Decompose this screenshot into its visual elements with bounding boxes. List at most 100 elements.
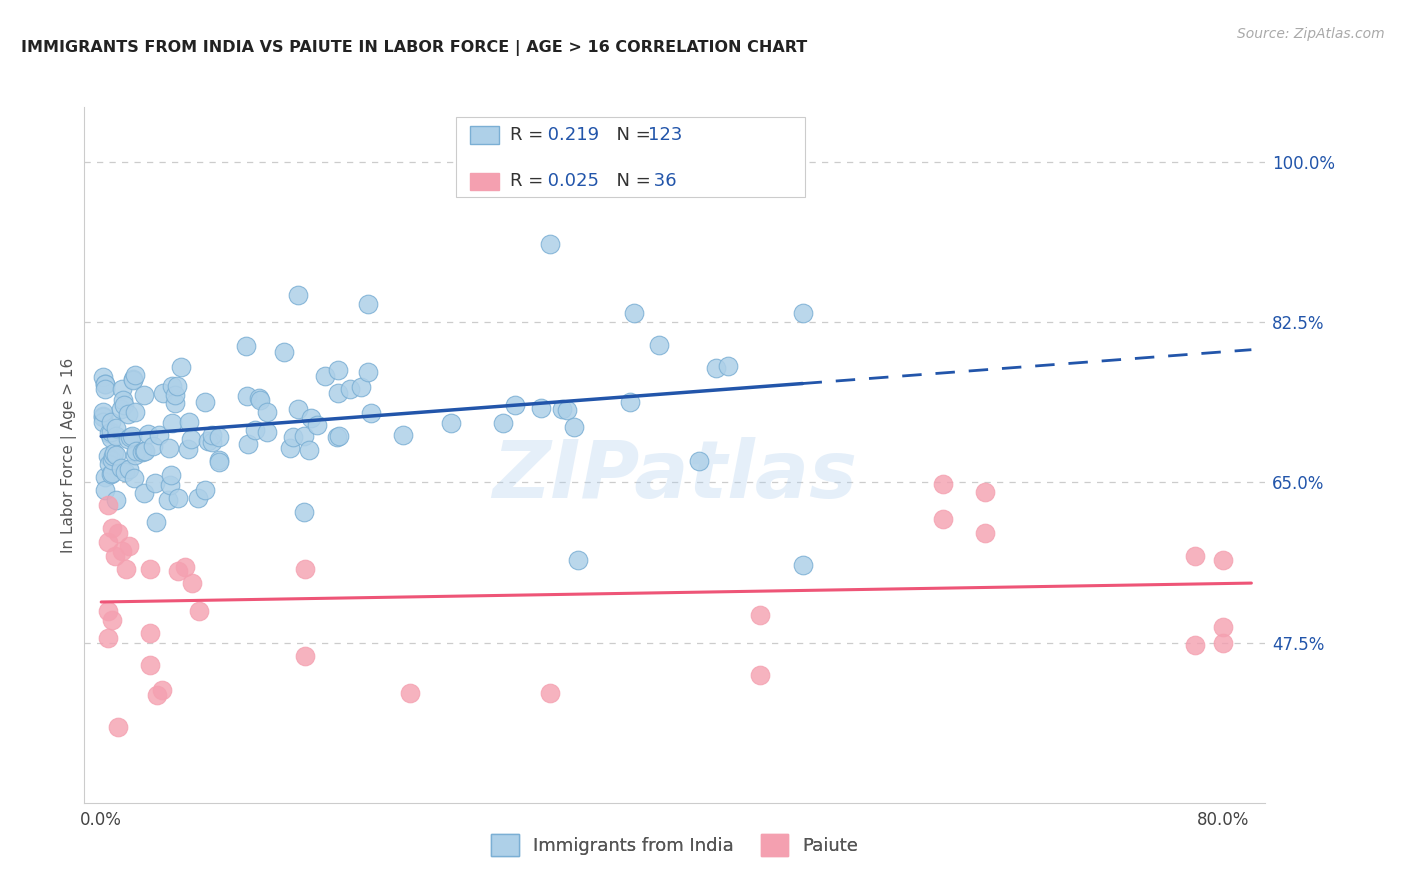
Point — [100, 431, 122, 445]
Point — [294, 562, 316, 576]
Point — [152, 385, 174, 400]
Point — [91, 405, 114, 419]
Point — [932, 477, 955, 491]
Point — [100, 425, 122, 439]
Point — [326, 430, 349, 444]
Point — [1212, 620, 1234, 634]
Point — [530, 401, 553, 416]
Point — [118, 540, 141, 554]
Point — [287, 402, 309, 417]
Point — [298, 442, 321, 457]
Point — [159, 468, 181, 483]
Point — [162, 417, 184, 431]
Point — [124, 368, 146, 382]
Point — [294, 429, 316, 443]
Point — [619, 395, 641, 409]
Text: R =: R = — [510, 172, 548, 190]
Point — [973, 525, 995, 540]
Point — [350, 380, 373, 394]
Point — [132, 486, 155, 500]
Point — [104, 448, 127, 462]
Point — [194, 483, 217, 497]
Point — [278, 441, 301, 455]
Point — [117, 407, 139, 421]
Point — [180, 432, 202, 446]
Point — [392, 428, 415, 442]
Point — [197, 434, 219, 448]
Point — [142, 439, 165, 453]
Point — [93, 376, 115, 391]
Point — [97, 534, 120, 549]
Point — [157, 441, 180, 455]
Point — [118, 461, 141, 475]
Point — [1212, 553, 1234, 567]
Point — [273, 344, 295, 359]
Point — [139, 658, 162, 673]
Point — [124, 405, 146, 419]
Point — [749, 608, 772, 623]
Point — [201, 427, 224, 442]
Point — [94, 483, 117, 497]
Point — [166, 491, 188, 505]
Point — [360, 406, 382, 420]
Point — [122, 471, 145, 485]
Point — [1212, 635, 1234, 649]
Point — [201, 435, 224, 450]
Point — [326, 363, 349, 377]
Point — [292, 505, 315, 519]
Text: 123: 123 — [648, 127, 682, 145]
Point — [973, 484, 995, 499]
Point — [100, 467, 122, 481]
Point — [134, 444, 156, 458]
Point — [1184, 549, 1206, 563]
Point — [299, 411, 322, 425]
Point — [792, 306, 814, 320]
Point — [208, 452, 231, 467]
Point — [256, 425, 278, 439]
Point — [398, 686, 420, 700]
Point — [139, 562, 162, 576]
Point — [166, 379, 188, 393]
Point — [236, 436, 259, 450]
Point — [91, 409, 114, 424]
Point — [93, 469, 115, 483]
Point — [139, 626, 162, 640]
Point — [749, 667, 772, 681]
Point — [1184, 638, 1206, 652]
Point — [159, 478, 181, 492]
Point — [163, 395, 186, 409]
Point — [146, 688, 169, 702]
Point — [287, 287, 309, 301]
Point — [105, 421, 128, 435]
Point — [440, 416, 463, 430]
Point — [103, 446, 125, 460]
Point — [160, 379, 183, 393]
Point — [124, 448, 146, 462]
Point — [249, 393, 271, 408]
Point — [107, 720, 129, 734]
Point — [357, 365, 380, 379]
Point — [103, 449, 125, 463]
Point — [104, 549, 127, 563]
Point — [97, 603, 120, 617]
Point — [110, 461, 132, 475]
Point — [97, 450, 120, 464]
Point — [91, 416, 114, 430]
Text: IMMIGRANTS FROM INDIA VS PAIUTE IN LABOR FORCE | AGE > 16 CORRELATION CHART: IMMIGRANTS FROM INDIA VS PAIUTE IN LABOR… — [21, 40, 807, 56]
Point — [243, 423, 266, 437]
Point — [91, 369, 114, 384]
Point — [550, 402, 572, 417]
Point — [557, 402, 579, 417]
Point — [97, 425, 120, 440]
Point — [115, 562, 138, 576]
Point — [567, 553, 589, 567]
Point — [165, 388, 187, 402]
Point — [538, 686, 561, 700]
Point — [150, 683, 173, 698]
Point — [148, 428, 170, 442]
Point — [315, 368, 337, 383]
Point — [328, 429, 350, 443]
Point — [94, 383, 117, 397]
Point — [131, 445, 153, 459]
Point — [256, 405, 278, 419]
